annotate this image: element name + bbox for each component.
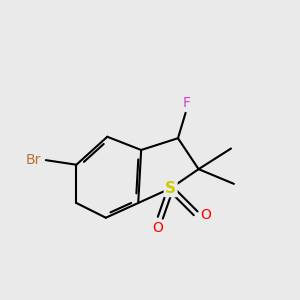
Text: O: O [200, 208, 211, 222]
Text: S: S [165, 181, 176, 196]
Text: F: F [183, 96, 191, 110]
Text: O: O [152, 221, 163, 235]
Text: Br: Br [26, 153, 41, 167]
